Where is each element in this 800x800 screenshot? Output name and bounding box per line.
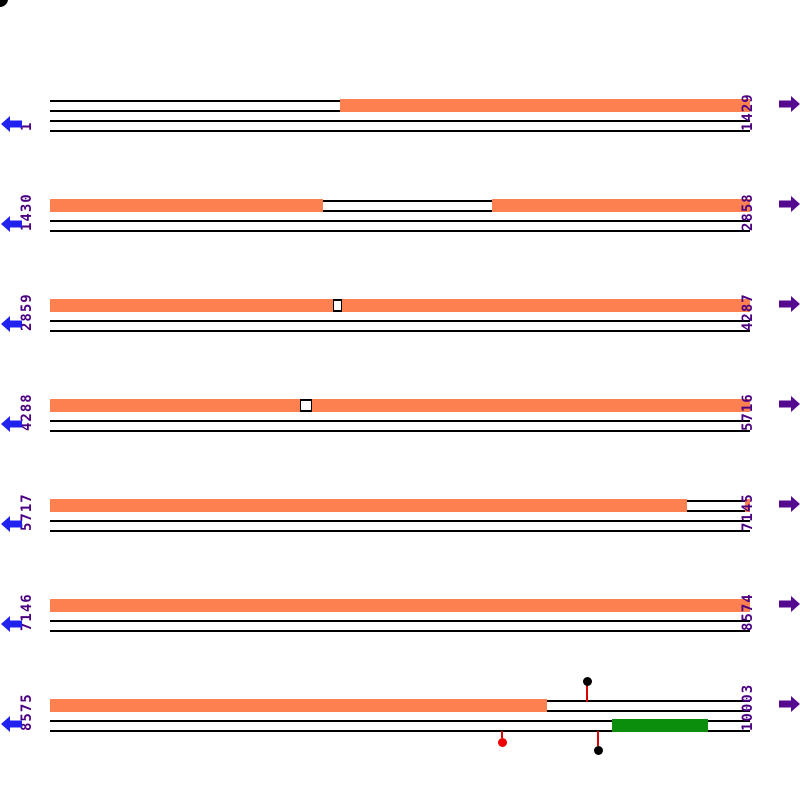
right-arrow-icon — [779, 596, 800, 612]
pin-stem — [597, 731, 599, 746]
feature-block[interactable] — [492, 199, 750, 212]
right-arrow-icon — [779, 96, 800, 112]
frame-line — [50, 130, 750, 132]
scroll-right-button[interactable] — [779, 195, 800, 213]
corner-mark — [0, 0, 8, 7]
frame-line — [50, 330, 750, 332]
feature-gap — [300, 399, 312, 412]
frame-line — [50, 630, 750, 632]
left-arrow-icon — [1, 716, 22, 732]
coord-label-end: 10003 — [740, 683, 756, 731]
feature-block[interactable] — [50, 399, 750, 412]
left-arrow-icon — [1, 516, 22, 532]
pin-dot[interactable] — [498, 738, 507, 747]
frame-line — [50, 730, 750, 732]
frame-line — [50, 520, 750, 522]
right-arrow-icon — [779, 496, 800, 512]
frame-line — [50, 320, 750, 322]
scroll-right-button[interactable] — [779, 395, 800, 413]
pin-stem — [501, 731, 503, 738]
scroll-right-button[interactable] — [779, 695, 800, 713]
frame-line — [50, 720, 750, 722]
frame-line — [50, 200, 750, 202]
feature-block[interactable] — [50, 599, 750, 612]
scroll-left-button[interactable] — [1, 315, 22, 333]
coord-label-end: 1429 — [740, 93, 756, 131]
pin-dot[interactable] — [594, 746, 603, 755]
frame-line — [50, 430, 750, 432]
feature-gap — [333, 299, 342, 312]
feature-block[interactable] — [50, 199, 323, 212]
pin-stem — [586, 685, 588, 702]
scroll-left-button[interactable] — [1, 715, 22, 733]
frame-line — [50, 210, 750, 212]
left-arrow-icon — [1, 116, 22, 132]
scroll-left-button[interactable] — [1, 415, 22, 433]
coord-label-end: 4287 — [740, 293, 756, 331]
feature-block[interactable] — [50, 699, 547, 712]
scroll-right-button[interactable] — [779, 495, 800, 513]
scroll-right-button[interactable] — [779, 295, 800, 313]
left-arrow-icon — [1, 216, 22, 232]
frame-line — [50, 120, 750, 122]
right-arrow-icon — [779, 296, 800, 312]
scroll-left-button[interactable] — [1, 515, 22, 533]
scroll-left-button[interactable] — [1, 615, 22, 633]
right-arrow-icon — [779, 196, 800, 212]
frame-line — [50, 220, 750, 222]
feature-block[interactable] — [50, 299, 750, 312]
feature-block[interactable] — [50, 499, 687, 512]
coord-label-end: 5716 — [740, 393, 756, 431]
scroll-left-button[interactable] — [1, 115, 22, 133]
frame-line — [50, 230, 750, 232]
feature-block[interactable] — [745, 499, 750, 512]
scroll-right-button[interactable] — [779, 95, 800, 113]
coord-label-end: 8574 — [740, 593, 756, 631]
feature-block[interactable] — [340, 99, 750, 112]
feature-block[interactable] — [612, 719, 708, 732]
left-arrow-icon — [1, 416, 22, 432]
frame-line — [50, 530, 750, 532]
scroll-left-button[interactable] — [1, 215, 22, 233]
left-arrow-icon — [1, 616, 22, 632]
pin-dot[interactable] — [583, 677, 592, 686]
right-arrow-icon — [779, 696, 800, 712]
scroll-right-button[interactable] — [779, 595, 800, 613]
frame-line — [50, 620, 750, 622]
coord-label-end: 7145 — [740, 493, 756, 531]
right-arrow-icon — [779, 396, 800, 412]
coord-label-end: 2858 — [740, 193, 756, 231]
left-arrow-icon — [1, 316, 22, 332]
frame-line — [50, 420, 750, 422]
